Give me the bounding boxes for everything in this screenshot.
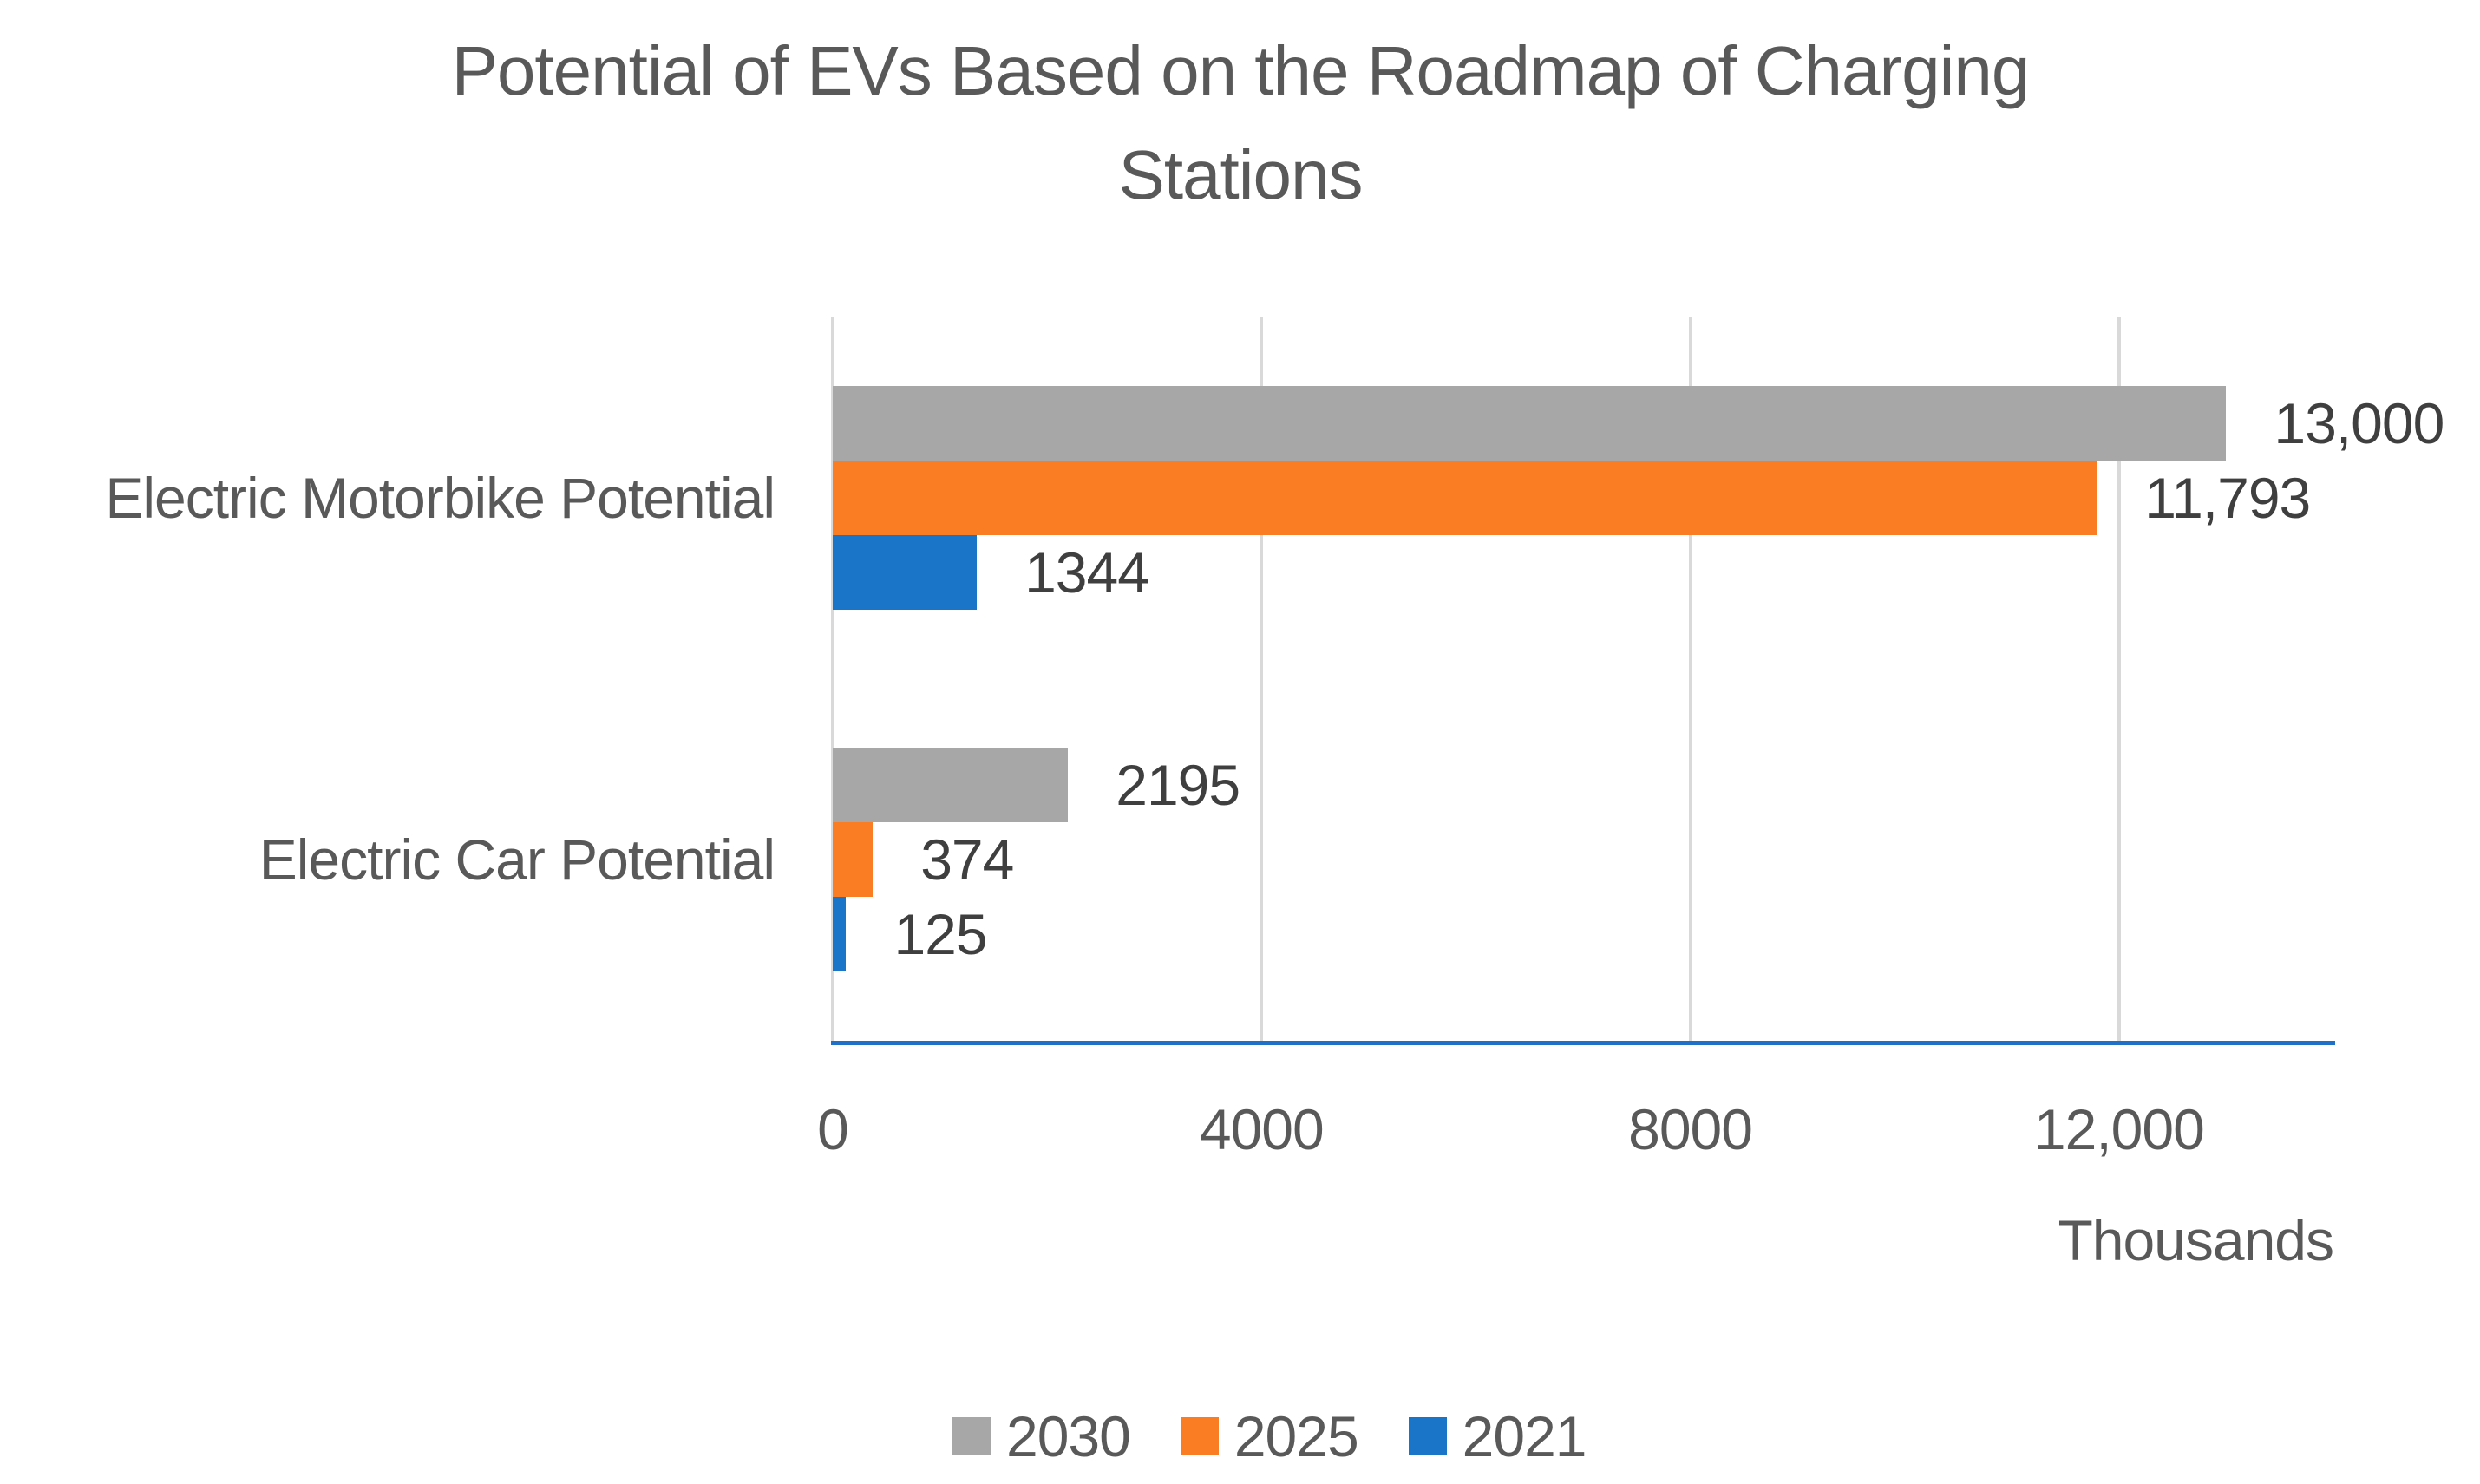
x-tick-label: 12,000: [2033, 1097, 2205, 1161]
bar-value-label: 11,793: [2144, 465, 2311, 530]
gridline: [831, 317, 834, 1043]
legend-swatch: [952, 1417, 991, 1455]
bar-value-label: 125: [893, 902, 987, 967]
x-axis-title: Thousands: [2058, 1208, 2334, 1272]
legend: 2030 2025 2021: [952, 1402, 1587, 1471]
bar: [833, 460, 2097, 535]
legend-label: 2030: [1006, 1404, 1131, 1468]
bar: [833, 534, 978, 610]
bar: [833, 748, 1069, 823]
legend-item: 2021: [1408, 1402, 1587, 1471]
category-label: Electric Car Potential: [258, 827, 775, 892]
x-tick-label: 4000: [1199, 1097, 1325, 1161]
bar-value-label: 2195: [1116, 753, 1240, 818]
x-axis-line: [831, 1041, 2335, 1045]
x-tick-label: 0: [817, 1097, 849, 1161]
legend-item: 2025: [1180, 1402, 1359, 1471]
chart-title: Potential of EVs Based on the Roadmap of…: [451, 32, 2031, 213]
bar: [833, 385, 2227, 461]
legend-swatch: [1180, 1417, 1219, 1455]
bar-value-label: 13,000: [2274, 390, 2444, 455]
legend-item: 2030: [952, 1402, 1131, 1471]
gridline: [1688, 317, 1692, 1043]
gridline: [2117, 317, 2121, 1043]
category-label: Electric Motorbike Potential: [105, 465, 775, 530]
legend-label: 2025: [1233, 1404, 1359, 1468]
bar: [833, 897, 847, 972]
bar-value-label: 1344: [1024, 539, 1149, 605]
bar-value-label: 374: [920, 827, 1014, 892]
legend-swatch: [1408, 1417, 1447, 1455]
x-tick-label: 8000: [1628, 1097, 1753, 1161]
legend-label: 2021: [1462, 1404, 1587, 1468]
bar: [833, 822, 874, 898]
gridline: [1260, 317, 1264, 1043]
